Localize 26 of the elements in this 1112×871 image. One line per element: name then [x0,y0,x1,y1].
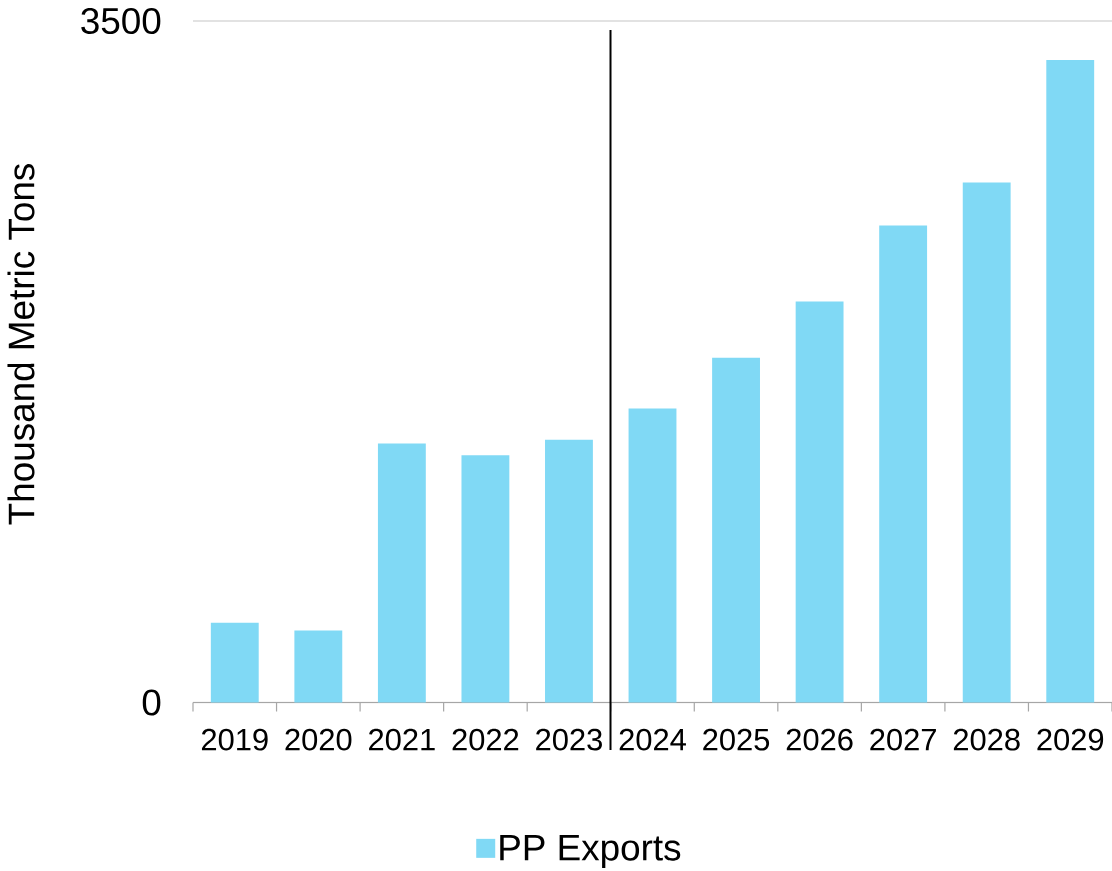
x-tick-label: 2028 [953,728,1020,751]
bar [1046,59,1095,703]
x-tick-label: 2029 [1037,728,1104,751]
bar [377,443,426,703]
x-tick-label: 2023 [536,728,602,751]
bar [712,357,760,703]
x-tick-label: 2027 [870,728,936,751]
x-tick-label: 2022 [452,728,519,751]
bar [210,622,259,703]
x-tick-label: 2026 [786,728,853,751]
x-tick-label: 2020 [285,728,352,751]
x-tick-label: 2019 [201,728,268,751]
bar [962,182,1011,703]
bar [628,408,677,703]
bar [795,301,844,703]
bar [294,630,343,703]
bar [545,439,593,703]
bar [879,225,928,703]
legend-label: PP Exports [500,834,681,868]
bar [461,455,510,703]
x-tick-label: 2025 [703,728,770,751]
x-tick-label: 2021 [369,728,435,751]
y-tick-label: 0 [142,689,161,716]
y-axis-title: Thousand Metric Tons [7,164,35,525]
y-tick-label: 3500 [81,7,161,35]
x-tick-label: 2024 [619,728,686,751]
